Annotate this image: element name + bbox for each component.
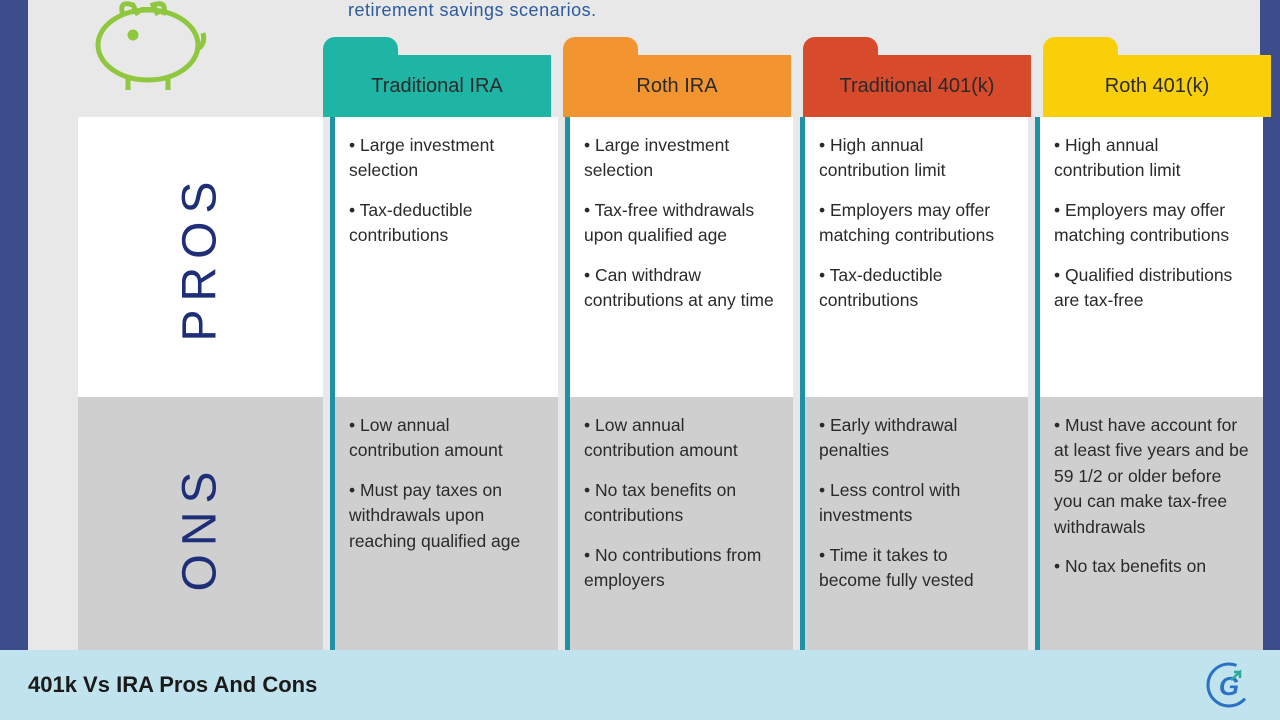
bullet-item: • Must pay taxes on withdrawals upon rea… xyxy=(349,478,544,554)
comparison-grid: PROS • Large investment selection • Tax-d… xyxy=(78,117,1280,657)
cell-pros-3: • High annual contribution limit • Employ… xyxy=(1035,117,1263,397)
footer-bar: 401k Vs IRA Pros And Cons G xyxy=(0,650,1280,720)
bullet-item: • Early withdrawal penalties xyxy=(819,413,1014,464)
bullet-item: • Large investment selection xyxy=(349,133,544,184)
bullet-item: • Qualified distributions are tax-free xyxy=(1054,263,1249,314)
pros-label-cell: PROS xyxy=(78,117,323,397)
bullet-item: • No tax benefits on contributions xyxy=(584,478,779,529)
bullet-item: • Employers may offer matching contribut… xyxy=(819,198,1014,249)
bullet-item: • Tax-deductible contributions xyxy=(349,198,544,249)
cell-pros-1: • Large investment selection • Tax-free w… xyxy=(565,117,793,397)
bullet-item: • No tax benefits on xyxy=(1054,554,1249,579)
bullet-item: • Tax-deductible contributions xyxy=(819,263,1014,314)
bullet-item: • Must have account for at least five ye… xyxy=(1054,413,1249,540)
footer-title: 401k Vs IRA Pros And Cons xyxy=(28,672,317,698)
tab-traditional-401k: Traditional 401(k) xyxy=(803,55,1031,117)
pros-row: PROS • Large investment selection • Tax-d… xyxy=(78,117,1280,397)
tab-traditional-ira: Traditional IRA xyxy=(323,55,551,117)
tab-label: Traditional 401(k) xyxy=(840,75,995,98)
main-area: retirement savings scenarios. Traditiona… xyxy=(0,0,1280,650)
bullet-item: • High annual contribution limit xyxy=(819,133,1014,184)
cell-cons-2: • Early withdrawal penalties • Less contr… xyxy=(800,397,1028,657)
tab-label: Roth IRA xyxy=(636,75,717,98)
pros-label: PROS xyxy=(173,173,228,341)
tabs-row: Traditional IRA Roth IRA Traditional 401… xyxy=(323,55,1271,117)
tab-label: Roth 401(k) xyxy=(1105,75,1210,98)
bullet-item: • Less control with investments xyxy=(819,478,1014,529)
cell-cons-1: • Low annual contribution amount • No tax… xyxy=(565,397,793,657)
tab-roth-ira: Roth IRA xyxy=(563,55,791,117)
cons-label: ONS xyxy=(173,463,228,591)
cell-cons-0: • Low annual contribution amount • Must p… xyxy=(330,397,558,657)
cell-pros-0: • Large investment selection • Tax-deduct… xyxy=(330,117,558,397)
pros-cells: • Large investment selection • Tax-deduct… xyxy=(323,117,1263,397)
cell-pros-2: • High annual contribution limit • Employ… xyxy=(800,117,1028,397)
cell-cons-3: • Must have account for at least five ye… xyxy=(1035,397,1263,657)
bullet-item: • Low annual contribution amount xyxy=(584,413,779,464)
growth-logo-icon: G xyxy=(1206,662,1252,708)
piggy-bank-icon xyxy=(78,0,218,95)
bullet-item: • Tax-free withdrawals upon qualified ag… xyxy=(584,198,779,249)
bullet-item: • High annual contribution limit xyxy=(1054,133,1249,184)
cons-cells: • Low annual contribution amount • Must p… xyxy=(323,397,1263,657)
cons-label-cell: ONS xyxy=(78,397,323,657)
bullet-item: • Large investment selection xyxy=(584,133,779,184)
tab-roth-401k: Roth 401(k) xyxy=(1043,55,1271,117)
content-box: retirement savings scenarios. Traditiona… xyxy=(28,0,1260,650)
bullet-item: • No contributions from employers xyxy=(584,543,779,594)
bullet-item: • Time it takes to become fully vested xyxy=(819,543,1014,594)
subtitle-text: retirement savings scenarios. xyxy=(348,0,597,21)
cons-row: ONS • Low annual contribution amount • Mu… xyxy=(78,397,1280,657)
bullet-item: • Employers may offer matching contribut… xyxy=(1054,198,1249,249)
bullet-item: • Can withdraw contributions at any time xyxy=(584,263,779,314)
bullet-item: • Low annual contribution amount xyxy=(349,413,544,464)
tab-label: Traditional IRA xyxy=(371,75,503,98)
